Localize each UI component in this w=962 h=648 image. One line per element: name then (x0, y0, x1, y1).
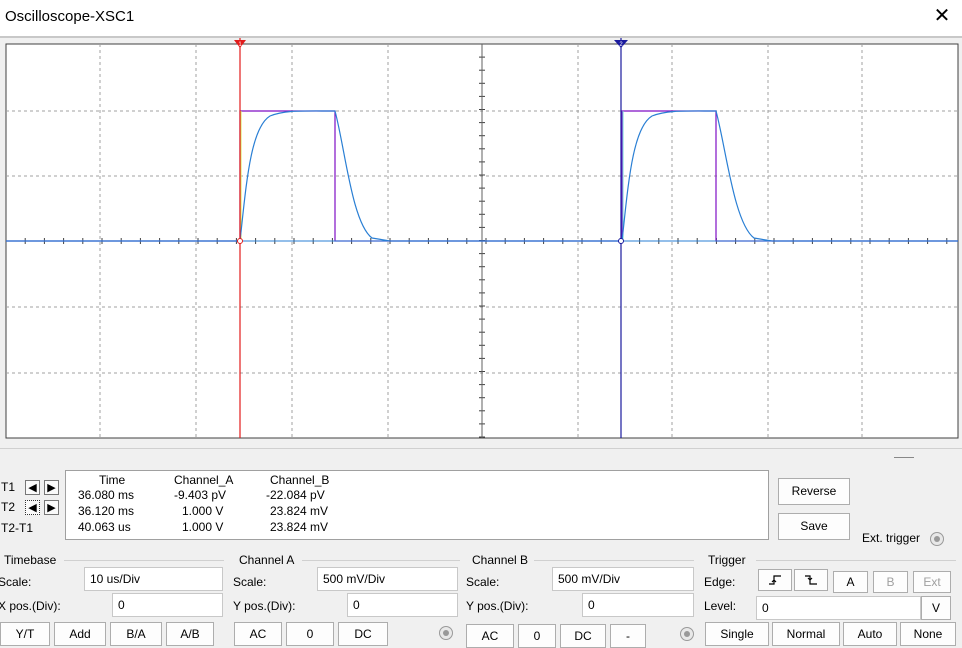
ext-trigger-label: Ext. trigger (862, 531, 921, 545)
channel-a-ypos-field[interactable]: 0 (347, 593, 458, 617)
title-separator (0, 36, 962, 38)
channel-b-ypos-field[interactable]: 0 (582, 593, 694, 617)
timebase-group-line (64, 560, 224, 561)
trigger-level-field[interactable]: 0 (756, 596, 921, 620)
trigger-source-ext-button[interactable]: Ext (913, 571, 951, 593)
cursor-t2-label: 2 (619, 42, 623, 48)
mode-yt-button[interactable]: Y/T (0, 622, 50, 646)
trigger-normal-button[interactable]: Normal (772, 622, 840, 646)
mode-ab-button[interactable]: A/B (166, 622, 214, 646)
trigger-source-b-button[interactable]: B (873, 571, 908, 593)
cursor-t1-marker (234, 40, 246, 48)
trigger-title: Trigger (708, 553, 746, 567)
channel-b-invert-button[interactable]: - (610, 624, 646, 648)
save-button[interactable]: Save (778, 513, 850, 540)
channel-b-title: Channel B (472, 553, 529, 567)
ext-trigger-terminal-icon[interactable] (930, 532, 944, 546)
channel-b-ac-button[interactable]: AC (466, 624, 514, 648)
channel-a-title: Channel A (239, 553, 295, 567)
t1-channel-b: -22.084 pV (266, 488, 325, 502)
timebase-xpos-field[interactable]: 0 (112, 593, 223, 617)
title-bar: Oscilloscope-XSC1 ✕ (0, 0, 962, 36)
panel-separator (0, 448, 962, 449)
timebase-scale-label: Scale: (0, 575, 32, 589)
trigger-auto-button[interactable]: Auto (843, 622, 897, 646)
channel-a-ac-button[interactable]: AC (234, 622, 282, 646)
channel-b-dc-button[interactable]: DC (560, 624, 606, 648)
trigger-level-unit[interactable]: V (921, 596, 951, 620)
window-title: Oscilloscope-XSC1 (5, 8, 135, 25)
cursor-t1-label: 1 (238, 42, 242, 48)
trigger-edge-label: Edge: (704, 575, 736, 589)
header-time: Time (99, 473, 126, 487)
mode-add-button[interactable]: Add (54, 622, 106, 646)
channel-a-ypos-label: Y pos.(Div): (233, 599, 296, 613)
resize-grip[interactable] (894, 457, 914, 458)
cursor-t1-point (237, 238, 243, 244)
trigger-none-button[interactable]: None (900, 622, 956, 646)
channel-b-zero-button[interactable]: 0 (518, 624, 556, 648)
channel-a-scale-field[interactable]: 500 mV/Div (317, 567, 458, 591)
cursor-t2-marker (614, 40, 628, 48)
falling-edge-icon[interactable] (794, 569, 828, 591)
channel-b-ypos-label: Y pos.(Div): (466, 599, 529, 613)
cursor-t2-point (618, 238, 624, 244)
t2-label: T2 (1, 500, 16, 514)
timebase-xpos-label: X pos.(Div): (0, 599, 61, 613)
channel-b-scale-label: Scale: (466, 575, 500, 589)
channel-a-scale-label: Scale: (233, 575, 267, 589)
channel-a-dc-button[interactable]: DC (338, 622, 388, 646)
channel-b-group-line (534, 560, 694, 561)
timebase-title: Timebase (4, 553, 57, 567)
channel-a-zero-button[interactable]: 0 (286, 622, 334, 646)
rising-edge-icon[interactable] (758, 569, 792, 591)
trigger-level-label: Level: (704, 599, 737, 613)
t2-channel-a: 1.000 V (182, 504, 224, 518)
t2-channel-b: 23.824 mV (270, 504, 329, 518)
channel-b-scale-field[interactable]: 500 mV/Div (552, 567, 694, 591)
trigger-source-a-button[interactable]: A (833, 571, 868, 593)
t2-right-arrow-icon[interactable]: ▶ (44, 500, 59, 515)
reverse-button[interactable]: Reverse (778, 478, 850, 505)
trigger-group-line (756, 560, 956, 561)
delta-time: 40.063 us (78, 520, 131, 534)
timebase-scale-field[interactable]: 10 us/Div (84, 567, 223, 591)
trigger-single-button[interactable]: Single (705, 622, 769, 646)
mode-ba-button[interactable]: B/A (110, 622, 162, 646)
header-channel-b: Channel_B (270, 473, 330, 487)
delta-channel-a: 1.000 V (182, 520, 224, 534)
t2-time: 36.120 ms (78, 504, 135, 518)
channel-b-terminal-icon[interactable] (680, 627, 694, 641)
t1-time: 36.080 ms (78, 488, 135, 502)
header-channel-a: Channel_A (174, 473, 234, 487)
t1-label: T1 (1, 480, 16, 494)
t1-right-arrow-icon[interactable]: ▶ (44, 480, 59, 495)
t2-t1-label: T2-T1 (1, 521, 34, 535)
delta-channel-b: 23.824 mV (270, 520, 329, 534)
t1-left-arrow-icon[interactable]: ◀ (25, 480, 40, 495)
t1-channel-a: -9.403 pV (174, 488, 227, 502)
channel-a-terminal-icon[interactable] (439, 626, 453, 640)
rising-edge-glyph (769, 575, 781, 585)
falling-edge-glyph (805, 575, 817, 585)
t2-left-arrow-icon[interactable]: ◀ (25, 500, 40, 515)
close-icon[interactable]: ✕ (933, 5, 951, 27)
cursor-readout: Time Channel_A Channel_B 36.080 ms -9.40… (65, 470, 769, 540)
oscilloscope-screen[interactable]: 1 2 (0, 38, 962, 448)
channel-a-group-line (302, 560, 460, 561)
